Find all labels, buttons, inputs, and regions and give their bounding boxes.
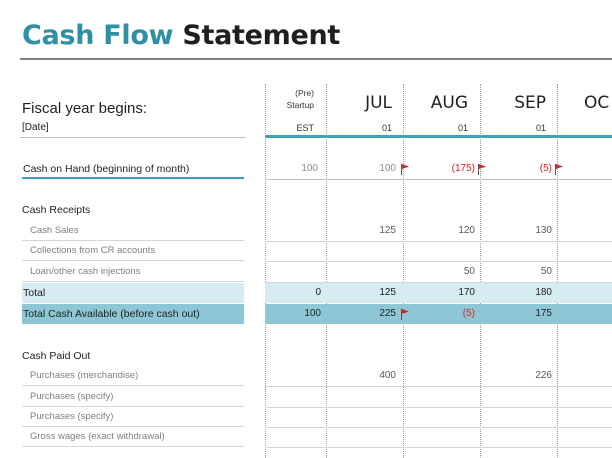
col-header-oct: OC <box>584 93 610 113</box>
table-row: Loan/other cash injections 50 50 <box>0 262 612 283</box>
cell-pre[interactable] <box>265 387 321 407</box>
cell-sep[interactable]: (5) <box>539 163 552 174</box>
cell-jul[interactable] <box>326 407 396 427</box>
header-rule-left <box>20 137 246 138</box>
col-header-pre: (Pre) <box>295 88 314 98</box>
fiscal-year-label: Fiscal year begins: <box>22 100 148 117</box>
title-part-2: Statement <box>182 20 340 51</box>
table-row: Collections from CR accounts <box>0 241 612 262</box>
total-label: Total <box>22 283 244 303</box>
cell-aug[interactable] <box>403 387 475 407</box>
cell-aug[interactable] <box>403 366 475 386</box>
cell-sep[interactable] <box>480 407 552 427</box>
cash-paid-out-heading: Cash Paid Out <box>22 350 91 362</box>
cell-sep[interactable]: 175 <box>535 308 552 319</box>
cell-aug[interactable]: 120 <box>458 225 475 236</box>
cell-aug[interactable]: 50 <box>463 266 475 277</box>
col-divider <box>403 84 404 458</box>
table-row: Purchases (specify) <box>0 387 612 408</box>
cell-jul[interactable] <box>326 241 396 261</box>
cell-aug[interactable]: (175) <box>451 163 475 174</box>
row-label: Gross wages (exact withdrawal) <box>22 427 244 447</box>
row-label: Purchases (specify) <box>22 387 244 407</box>
flag-icon <box>478 164 486 175</box>
cell-jul[interactable] <box>326 387 396 407</box>
cell-aug[interactable] <box>403 427 475 447</box>
cell-pre[interactable] <box>265 366 321 386</box>
row-label: Loan/other cash injections <box>22 262 244 282</box>
cell-pre[interactable]: 0 <box>315 287 321 298</box>
title-part-1: Cash Flow <box>22 20 174 51</box>
table-row: Purchases (merchandise) 400 226 <box>0 366 612 387</box>
col-underline-sep <box>480 135 557 138</box>
col-sub-aug: 01 <box>457 123 468 133</box>
cell-sep[interactable] <box>480 241 552 261</box>
cell-aug[interactable] <box>403 407 475 427</box>
col-header-aug: AUG <box>430 93 468 113</box>
col-divider <box>265 84 266 458</box>
cell-jul[interactable] <box>326 262 396 282</box>
total-cash-available-label: Total Cash Available (before cash out) <box>22 304 244 324</box>
cell-pre[interactable] <box>265 407 321 427</box>
cell-sep[interactable]: 226 <box>535 370 552 381</box>
cell-pre[interactable] <box>265 427 321 447</box>
total-cash-available-row: Total Cash Available (before cash out) 1… <box>0 304 612 324</box>
cell-aug[interactable] <box>403 241 475 261</box>
cell-jul[interactable]: 125 <box>379 287 396 298</box>
cell-aug[interactable]: (5) <box>462 308 475 319</box>
cell-sep[interactable]: 180 <box>535 287 552 298</box>
total-row: Total 0 125 170 180 <box>0 283 612 303</box>
row-label: Purchases (specify) <box>22 407 244 427</box>
cell-sep[interactable] <box>480 387 552 407</box>
cell-pre[interactable]: 100 <box>301 163 318 174</box>
cell-pre[interactable]: 100 <box>304 308 321 319</box>
cash-receipts-heading: Cash Receipts <box>22 204 91 216</box>
col-divider <box>557 84 558 458</box>
page-title: Cash Flow Statement <box>22 20 340 51</box>
flag-icon <box>401 164 409 175</box>
title-divider <box>20 58 612 60</box>
cell-jul[interactable]: 100 <box>379 163 396 174</box>
col-divider <box>480 84 481 458</box>
flag-icon <box>555 164 563 175</box>
col-divider <box>326 84 327 458</box>
col-header-sep: SEP <box>514 93 546 113</box>
cell-aug[interactable]: 170 <box>458 287 475 298</box>
flag-icon <box>401 309 409 320</box>
row-label: Collections from CR accounts <box>22 241 244 261</box>
cell-jul[interactable]: 225 <box>379 308 396 319</box>
date-cell[interactable]: [Date] <box>22 122 49 133</box>
row-label: Purchases (merchandise) <box>22 366 244 386</box>
col-underline-aug <box>403 135 480 138</box>
cell-pre[interactable] <box>265 221 321 241</box>
col-underline-pre <box>265 135 326 138</box>
col-underline-jul <box>326 135 403 138</box>
cash-on-hand-label: Cash on Hand (beginning of month) <box>22 159 244 179</box>
table-row: Purchases (specify) <box>0 407 612 428</box>
cell-pre[interactable] <box>265 241 321 261</box>
table-row: Gross wages (exact withdrawal) <box>0 427 612 448</box>
cell-sep[interactable]: 130 <box>535 225 552 236</box>
cell-sep[interactable]: 50 <box>540 266 552 277</box>
cell-pre[interactable] <box>265 262 321 282</box>
cell-jul[interactable]: 125 <box>379 225 396 236</box>
col-header-jul: JUL <box>365 93 392 113</box>
col-underline-oct <box>557 135 612 138</box>
cell-sep[interactable] <box>480 427 552 447</box>
table-row: Cash Sales 125 120 130 <box>0 221 612 242</box>
col-header-startup: Startup <box>286 100 314 110</box>
cell-jul[interactable] <box>326 427 396 447</box>
row-label: Cash Sales <box>22 221 244 241</box>
cash-on-hand-row: Cash on Hand (beginning of month) 100 10… <box>0 159 612 180</box>
col-sub-jul: 01 <box>381 123 392 133</box>
cell-jul[interactable]: 400 <box>379 370 396 381</box>
col-sub-sep: 01 <box>535 123 546 133</box>
col-sub-est: EST <box>296 123 314 133</box>
